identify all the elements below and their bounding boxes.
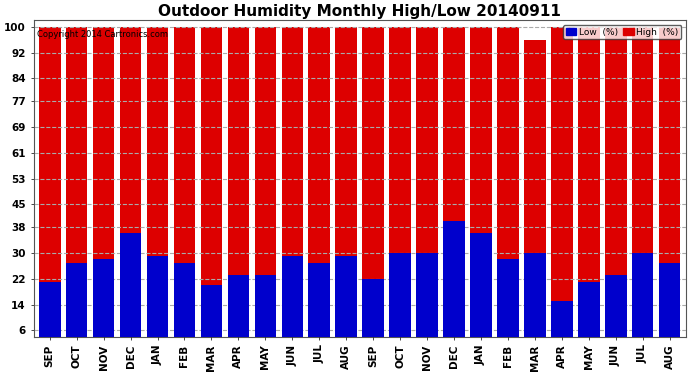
Bar bbox=[632, 27, 653, 350]
Bar bbox=[362, 279, 384, 350]
Bar bbox=[551, 301, 573, 350]
Bar bbox=[659, 262, 680, 350]
Bar bbox=[605, 27, 627, 350]
Bar bbox=[659, 27, 680, 350]
Bar bbox=[93, 27, 115, 350]
Bar bbox=[39, 27, 61, 350]
Bar bbox=[120, 27, 141, 350]
Bar bbox=[201, 27, 222, 350]
Text: Copyright 2014 Cartronics.com: Copyright 2014 Cartronics.com bbox=[37, 30, 168, 39]
Bar bbox=[255, 276, 276, 350]
Bar bbox=[362, 27, 384, 350]
Bar bbox=[497, 27, 519, 350]
Title: Outdoor Humidity Monthly High/Low 20140911: Outdoor Humidity Monthly High/Low 201409… bbox=[158, 4, 561, 19]
Bar bbox=[524, 40, 546, 350]
Bar bbox=[335, 256, 357, 350]
Bar bbox=[605, 276, 627, 350]
Bar bbox=[147, 27, 168, 350]
Bar bbox=[416, 253, 438, 350]
Bar bbox=[335, 27, 357, 350]
Bar bbox=[416, 27, 438, 350]
Bar bbox=[93, 260, 115, 350]
Bar bbox=[201, 285, 222, 350]
Bar bbox=[551, 27, 573, 350]
Bar bbox=[632, 253, 653, 350]
Bar bbox=[66, 262, 88, 350]
Bar bbox=[308, 27, 330, 350]
Bar bbox=[389, 27, 411, 350]
Bar bbox=[282, 256, 303, 350]
Bar bbox=[39, 282, 61, 350]
Bar bbox=[470, 27, 492, 350]
Bar bbox=[120, 234, 141, 350]
Bar bbox=[470, 234, 492, 350]
Bar bbox=[524, 253, 546, 350]
Bar bbox=[228, 276, 249, 350]
Bar bbox=[389, 253, 411, 350]
Bar bbox=[578, 27, 600, 350]
Bar bbox=[497, 260, 519, 350]
Bar bbox=[174, 262, 195, 350]
Bar bbox=[255, 27, 276, 350]
Bar bbox=[443, 220, 465, 350]
Bar bbox=[578, 282, 600, 350]
Bar bbox=[308, 262, 330, 350]
Bar bbox=[282, 27, 303, 350]
Bar bbox=[147, 256, 168, 350]
Bar bbox=[228, 27, 249, 350]
Legend: Low  (%), High  (%): Low (%), High (%) bbox=[563, 25, 681, 39]
Bar bbox=[174, 27, 195, 350]
Bar bbox=[443, 27, 465, 350]
Bar bbox=[66, 27, 88, 350]
